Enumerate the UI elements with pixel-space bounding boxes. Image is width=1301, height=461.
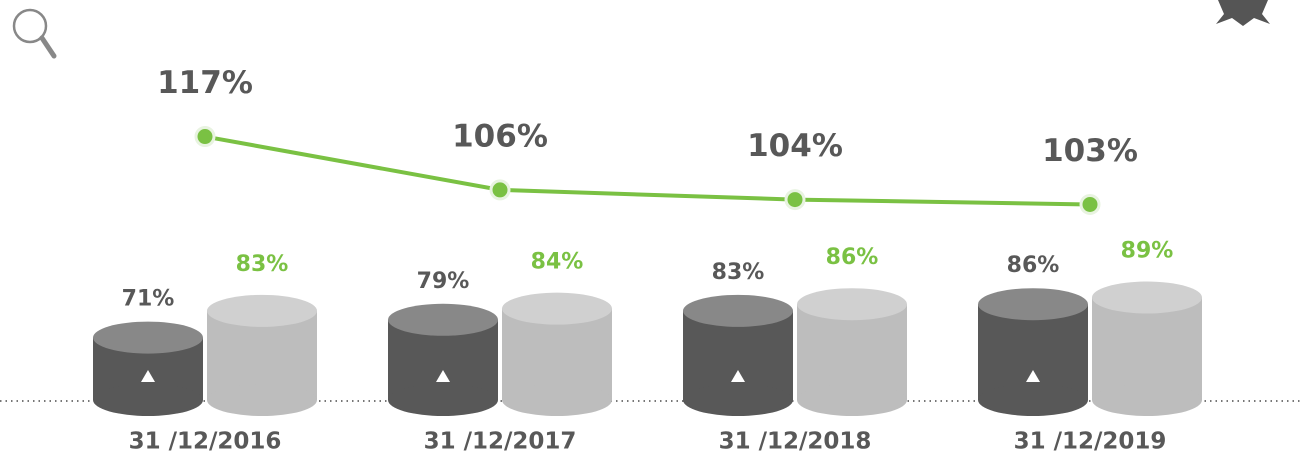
data-label: 83% bbox=[236, 252, 289, 277]
cylinder bbox=[978, 288, 1088, 416]
data-label: 71% bbox=[122, 287, 175, 312]
up-arrow-icon bbox=[436, 370, 450, 382]
x-tick-label: 31 /12/2019 bbox=[1014, 429, 1167, 455]
line-point bbox=[194, 126, 216, 148]
cylinder bbox=[93, 321, 203, 416]
cylinder-bottom bbox=[207, 384, 317, 416]
ribbon-icon bbox=[1216, 0, 1270, 26]
cylinder-top bbox=[978, 288, 1088, 321]
line-point bbox=[784, 189, 806, 211]
data-label: 84% bbox=[531, 250, 584, 275]
data-label: 104% bbox=[747, 128, 843, 164]
cylinder bbox=[502, 292, 612, 416]
up-arrow-icon bbox=[731, 370, 745, 382]
data-label: 86% bbox=[826, 245, 879, 270]
cylinder-top bbox=[683, 294, 793, 327]
cylinder-top bbox=[207, 294, 317, 327]
data-label: 103% bbox=[1042, 133, 1138, 169]
data-label: 89% bbox=[1121, 239, 1174, 264]
data-label: 106% bbox=[452, 118, 548, 154]
cylinder-top bbox=[388, 303, 498, 336]
cylinder-bottom bbox=[797, 384, 907, 416]
line-point bbox=[1079, 193, 1101, 215]
cylinder bbox=[683, 294, 793, 416]
cylinder-bottom bbox=[978, 384, 1088, 416]
search-icon bbox=[12, 8, 57, 59]
line-point bbox=[489, 179, 511, 201]
cylinder-bottom bbox=[683, 384, 793, 416]
data-label: 117% bbox=[157, 65, 253, 101]
data-label: 79% bbox=[417, 269, 470, 294]
data-label: 83% bbox=[712, 260, 765, 285]
data-label: 86% bbox=[1007, 253, 1060, 278]
x-tick-label: 31 /12/2017 bbox=[424, 429, 577, 455]
up-arrow-icon bbox=[141, 370, 155, 382]
cylinder bbox=[797, 288, 907, 416]
cylinder bbox=[388, 303, 498, 416]
cylinder-top bbox=[1092, 281, 1202, 314]
cylinder-bottom bbox=[388, 384, 498, 416]
cylinder-bottom bbox=[1092, 384, 1202, 416]
cylinder-top bbox=[93, 321, 203, 354]
cylinder bbox=[1092, 281, 1202, 416]
x-tick-label: 31 /12/2018 bbox=[719, 429, 872, 455]
cylinder-top bbox=[502, 292, 612, 325]
cylinder-body bbox=[1092, 297, 1202, 400]
up-arrow-icon bbox=[1026, 370, 1040, 382]
cylinder-bottom bbox=[502, 384, 612, 416]
x-tick-label: 31 /12/2016 bbox=[129, 429, 282, 455]
line bbox=[204, 134, 1091, 207]
cylinder bbox=[207, 294, 317, 416]
cylinder-bottom bbox=[93, 384, 203, 416]
cylinder-top bbox=[797, 288, 907, 321]
